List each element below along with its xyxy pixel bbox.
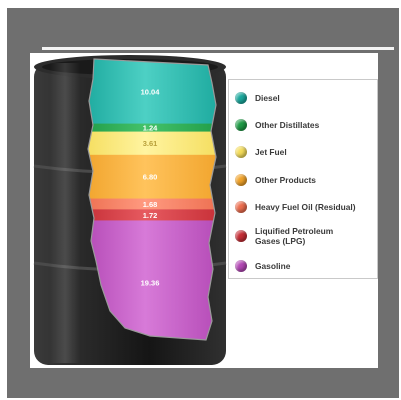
segment-2 xyxy=(88,131,216,156)
teal-circle-icon xyxy=(235,92,247,104)
legend-item-jet-fuel: Jet Fuel xyxy=(235,146,287,158)
salmon-circle-icon xyxy=(235,201,247,213)
legend-item-other-distillates: Other Distillates xyxy=(235,119,319,131)
legend-item-diesel: Diesel xyxy=(235,92,280,104)
legend-label: Other Products xyxy=(255,175,316,185)
torn-edge xyxy=(87,58,217,341)
legend-label: Jet Fuel xyxy=(255,147,287,157)
legend-item-gasoline: Gasoline xyxy=(235,260,290,272)
title-rule xyxy=(42,47,394,50)
legend-item-heavy-fuel-oil: Heavy Fuel Oil (Residual) xyxy=(235,201,356,213)
purple-circle-icon xyxy=(235,260,247,272)
legend-label: Heavy Fuel Oil (Residual) xyxy=(255,202,356,212)
segment-value-label: 3.61 xyxy=(143,139,158,148)
legend-label: Other Distillates xyxy=(255,120,320,130)
green-circle-icon xyxy=(235,119,247,131)
legend-item-lpg: Liquified Petroleum Gases (LPG) xyxy=(235,226,333,246)
orange-circle-icon xyxy=(235,174,247,186)
barrel-graphic: 10.04 1.24 3.61 6.80 1.68 1.72 19.36 xyxy=(33,55,227,365)
segment-4 xyxy=(88,198,216,210)
segment-value-label: 1.24 xyxy=(143,124,158,133)
legend: Diesel Other Distillates Jet Fuel Other … xyxy=(228,79,378,279)
legend-item-other-products: Other Products xyxy=(235,174,316,186)
segment-value-label: 6.80 xyxy=(143,173,158,182)
segment-0 xyxy=(88,59,216,125)
segment-value-label: 10.04 xyxy=(141,87,161,96)
legend-label: Diesel xyxy=(255,93,280,103)
legend-label: Liquified Petroleum Gases (LPG) xyxy=(255,226,334,246)
segment-value-label: 19.36 xyxy=(141,279,160,288)
barrel-chart: 10.04 1.24 3.61 6.80 1.68 1.72 19.36 Diesel Ot… xyxy=(30,53,378,368)
segment-value-label: 1.72 xyxy=(143,211,158,220)
segment-5 xyxy=(88,209,216,222)
red-circle-icon xyxy=(235,230,247,242)
segment-1 xyxy=(88,123,216,133)
yellow-circle-icon xyxy=(235,146,247,158)
segment-value-label: 1.68 xyxy=(143,200,158,209)
segment-labels: 10.04 1.24 3.61 6.80 1.68 1.72 19.36 xyxy=(141,87,161,287)
legend-label: Gasoline xyxy=(255,261,291,271)
fuel-segments xyxy=(88,59,216,340)
segment-3 xyxy=(88,154,216,200)
